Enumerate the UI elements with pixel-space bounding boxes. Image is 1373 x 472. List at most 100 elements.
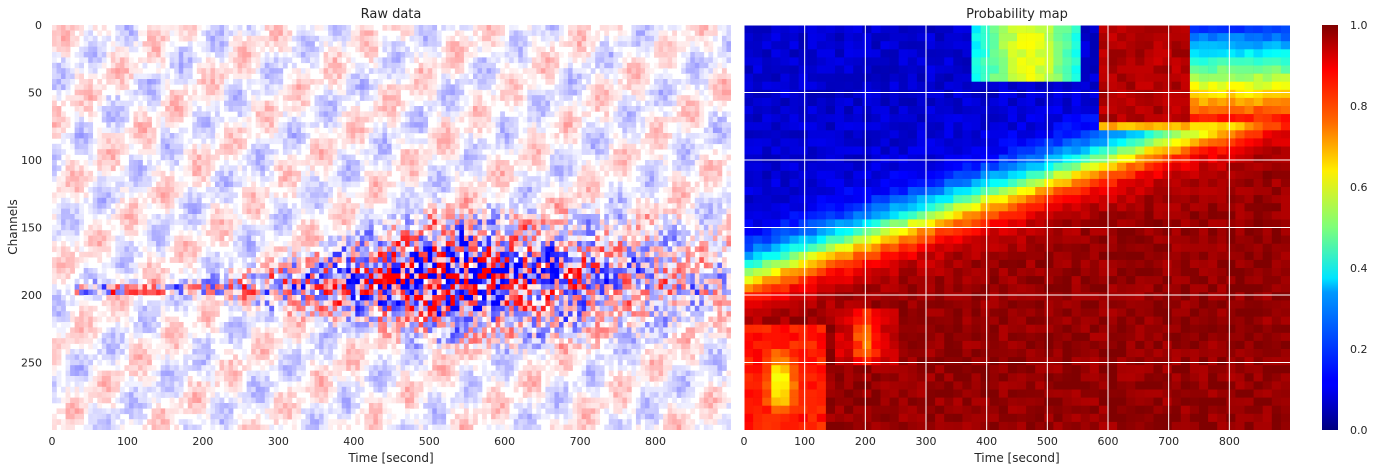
raw-cell: [536, 181, 542, 188]
raw-cell: [228, 133, 234, 139]
raw-cell: [454, 235, 460, 242]
raw-cell: [115, 176, 121, 182]
raw-cell: [518, 100, 524, 107]
raw-cell: [405, 219, 410, 226]
raw-cell: [169, 246, 175, 253]
raw-cell: [654, 235, 659, 242]
raw-cell: [626, 79, 632, 85]
raw-cell: [219, 214, 225, 220]
raw-cell: [423, 79, 429, 85]
raw-cell: [319, 143, 324, 150]
raw-cell: [92, 160, 98, 166]
raw-cell: [703, 181, 709, 188]
raw-cell: [287, 116, 293, 123]
raw-cell: [187, 192, 193, 199]
raw-cell: [414, 111, 419, 118]
raw-cell: [663, 187, 668, 193]
raw-cell: [97, 106, 103, 112]
raw-cell: [450, 160, 456, 166]
raw-cell: [699, 35, 705, 42]
raw-cell: [214, 149, 220, 155]
raw-cell: [676, 41, 682, 47]
raw-cell: [377, 41, 383, 47]
raw-cell: [423, 25, 429, 31]
raw-cell: [400, 224, 406, 231]
raw-cell: [568, 138, 573, 145]
raw-cell: [291, 208, 297, 215]
raw-cell: [287, 176, 293, 182]
raw-cell: [396, 52, 401, 58]
raw-cell: [346, 116, 352, 123]
raw-cell: [590, 192, 596, 199]
raw-cell: [101, 73, 107, 80]
raw-cell: [332, 160, 338, 166]
raw-cell: [572, 192, 578, 199]
raw-cell: [151, 25, 157, 31]
raw-cell: [454, 154, 460, 161]
raw-cell: [359, 138, 365, 145]
raw-cell: [61, 208, 66, 215]
raw-cell: [224, 68, 229, 74]
raw-cell: [183, 57, 189, 64]
raw-cell: [391, 133, 397, 139]
raw-cell: [414, 176, 419, 182]
raw-cell: [251, 89, 256, 96]
raw-cell: [531, 25, 537, 31]
raw-cell: [305, 57, 311, 64]
raw-cell: [477, 235, 483, 242]
raw-cell: [341, 208, 347, 215]
raw-cell: [282, 25, 288, 31]
raw-cell: [721, 46, 727, 53]
raw-cell: [531, 208, 537, 215]
raw-cell: [314, 230, 320, 236]
raw-cell: [522, 187, 528, 193]
raw-cell: [500, 84, 505, 91]
raw-cell: [237, 79, 243, 85]
raw-cell: [590, 219, 596, 226]
raw-cell: [703, 208, 709, 215]
raw-cell: [246, 246, 252, 253]
raw-cell: [549, 235, 555, 242]
raw-cell: [545, 79, 551, 85]
raw-cell: [300, 246, 306, 253]
raw-cell: [273, 149, 279, 155]
raw-cell: [332, 235, 338, 242]
raw-cell: [214, 30, 220, 37]
raw-cell: [681, 224, 687, 231]
raw-cell: [509, 46, 515, 53]
raw-cell: [459, 170, 465, 177]
raw-cell: [527, 84, 533, 91]
raw-cell: [88, 95, 94, 101]
raw-cell: [522, 197, 528, 204]
raw-cell: [282, 241, 288, 247]
raw-cell: [635, 41, 641, 47]
raw-cell: [694, 89, 700, 96]
raw-cell: [640, 106, 646, 112]
raw-cell: [414, 89, 419, 96]
raw-cell: [495, 127, 501, 134]
raw-cell: [509, 127, 515, 134]
raw-cell: [558, 122, 564, 128]
raw-cell: [56, 35, 62, 42]
raw-cell: [210, 197, 216, 204]
raw-cell: [210, 224, 216, 231]
raw-cell: [210, 95, 216, 101]
raw-cell: [106, 176, 112, 182]
raw-cell: [52, 154, 57, 161]
raw-cell: [604, 165, 610, 172]
raw-cell: [604, 214, 610, 220]
raw-cell: [726, 176, 731, 182]
raw-cell: [314, 116, 320, 123]
raw-cell: [337, 241, 343, 247]
raw-cell: [359, 68, 365, 74]
raw-cell: [65, 30, 71, 37]
raw-cell: [436, 41, 442, 47]
raw-cell: [196, 41, 202, 47]
raw-cell: [617, 203, 623, 209]
raw-cell: [581, 68, 587, 74]
raw-cell: [319, 68, 324, 74]
raw-cell: [649, 165, 655, 172]
raw-cell: [61, 52, 66, 58]
raw-cell: [350, 122, 356, 128]
raw-cell: [694, 143, 700, 150]
